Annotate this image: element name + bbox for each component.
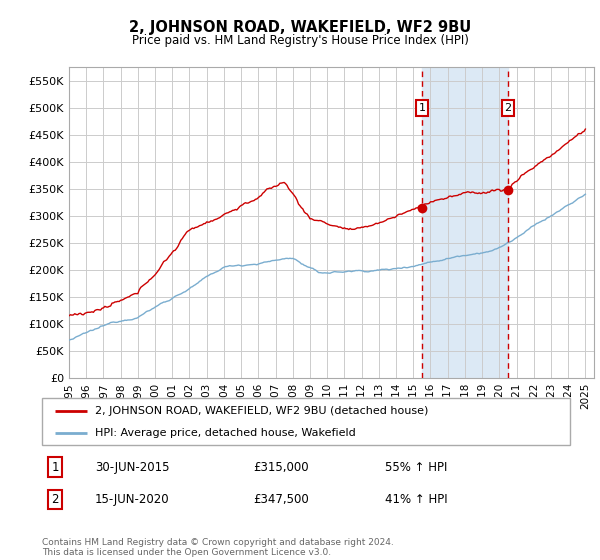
Text: 2, JOHNSON ROAD, WAKEFIELD, WF2 9BU: 2, JOHNSON ROAD, WAKEFIELD, WF2 9BU	[129, 20, 471, 35]
Text: HPI: Average price, detached house, Wakefield: HPI: Average price, detached house, Wake…	[95, 428, 356, 438]
Text: Contains HM Land Registry data © Crown copyright and database right 2024.
This d: Contains HM Land Registry data © Crown c…	[42, 538, 394, 557]
Text: 55% ↑ HPI: 55% ↑ HPI	[385, 460, 448, 474]
FancyBboxPatch shape	[42, 398, 570, 445]
Text: Price paid vs. HM Land Registry's House Price Index (HPI): Price paid vs. HM Land Registry's House …	[131, 34, 469, 46]
Text: £315,000: £315,000	[253, 460, 309, 474]
Text: 2: 2	[505, 102, 511, 113]
Text: 30-JUN-2015: 30-JUN-2015	[95, 460, 169, 474]
Text: 2, JOHNSON ROAD, WAKEFIELD, WF2 9BU (detached house): 2, JOHNSON ROAD, WAKEFIELD, WF2 9BU (det…	[95, 406, 428, 416]
Text: 2: 2	[52, 493, 59, 506]
Text: 1: 1	[52, 460, 59, 474]
Text: 41% ↑ HPI: 41% ↑ HPI	[385, 493, 448, 506]
Text: 15-JUN-2020: 15-JUN-2020	[95, 493, 169, 506]
Text: 1: 1	[418, 102, 425, 113]
Text: £347,500: £347,500	[253, 493, 309, 506]
Bar	[422, 67, 508, 378]
